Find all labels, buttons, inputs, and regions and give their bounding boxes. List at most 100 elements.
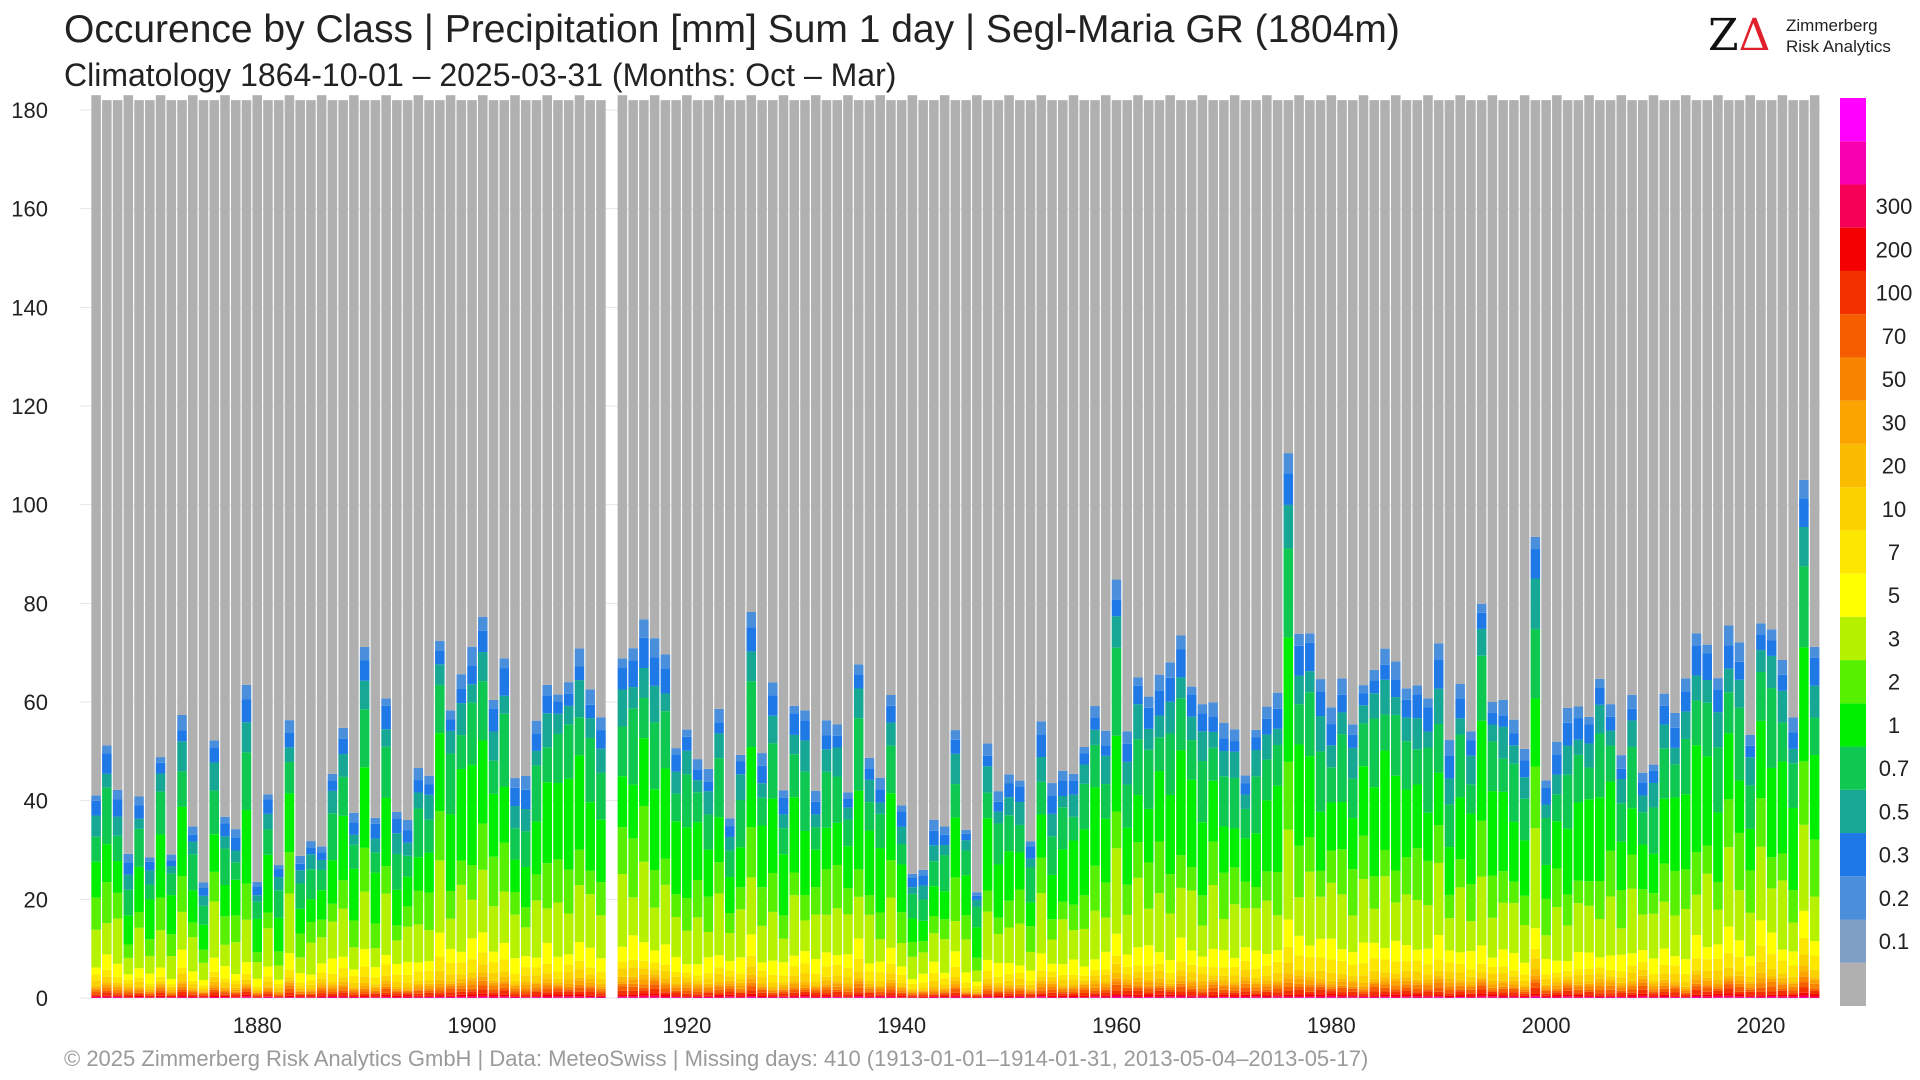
bar-segment-class-2 [1079,753,1090,765]
bar-segment-class-3 [241,722,252,753]
bar-segment-class-8 [1595,957,1605,968]
bar-segment-class-3 [166,866,177,874]
year-bar-1877 [220,95,230,998]
bar-segment-class-10 [1401,970,1412,978]
bar-segment-class-14 [1627,989,1637,993]
bar-segment-class-6 [1723,799,1734,848]
bar-segment-class-1 [1476,603,1487,613]
bar-segment-class-7 [574,885,585,943]
bar-segment-class-11 [112,985,123,987]
bar-segment-class-6 [1079,895,1090,929]
bar-segment-class-16 [413,995,424,997]
bar-segment-class-8 [1788,951,1798,966]
bar-segment-class-3 [1670,747,1680,765]
bar-segment-class-8 [1659,948,1670,965]
bar-segment-class-9 [1638,962,1648,970]
bar-segment-class-13 [875,989,885,992]
bar-segment-class-18 [1562,997,1573,998]
bar-segment-class-10 [499,971,510,977]
bar-segment-class-15 [1197,993,1208,996]
bar-segment-class-6 [649,869,660,908]
bar-segment-dry [1638,100,1648,773]
bar-segment-class-13 [1498,986,1508,989]
bar-segment-class-2 [1100,745,1111,756]
bar-segment-class-15 [1809,990,1820,995]
bar-segment-class-13 [359,988,370,992]
bar-segment-class-7 [875,939,885,962]
bar-segment-class-16 [295,996,305,998]
bar-segment-class-10 [1025,984,1036,989]
bar-segment-class-17 [467,996,477,998]
bar-segment-class-9 [843,968,853,977]
bar-segment-class-10 [478,964,488,973]
bar-segment-class-14 [660,988,671,993]
bar-segment-class-1 [1004,774,1014,784]
bar-segment-class-9 [1326,959,1337,973]
year-bar-2009 [1638,100,1648,998]
year-bar-1881 [263,100,273,998]
bar-segment-class-4 [939,855,950,892]
bar-segment-class-8 [1809,941,1820,956]
bar-segment-class-8 [1186,950,1197,965]
bar-segment-dry [359,100,370,647]
bar-segment-class-11 [1777,977,1788,983]
bar-segment-class-7 [639,861,649,943]
bar-segment-class-14 [1154,987,1165,991]
bar-segment-class-2 [1176,649,1186,678]
bar-segment-class-8 [1734,940,1745,958]
bar-segment-class-6 [1111,811,1122,849]
bar-segment-class-7 [1723,847,1734,927]
bar-segment-class-9 [1756,945,1766,962]
bar-segment-class-18 [381,997,391,998]
bar-segment-class-13 [1337,985,1347,988]
bar-segment-class-10 [1519,980,1530,986]
bar-segment-class-11 [800,981,810,986]
bar-segment-class-10 [617,968,628,977]
bar-segment-class-5 [1616,841,1627,891]
bar-segment-class-14 [1595,989,1605,994]
year-bar-2022 [1777,95,1788,998]
bar-segment-class-14 [456,988,467,992]
bar-segment-class-1 [1380,648,1390,665]
bar-segment-class-6 [896,912,907,943]
bar-segment-class-9 [1659,964,1670,974]
bar-segment-class-15 [488,992,499,995]
bar-segment-dry [1315,100,1326,680]
bar-segment-class-9 [1745,965,1755,977]
bar-segment-class-16 [1455,995,1465,997]
bar-segment-class-7 [488,906,499,952]
bar-segment-class-6 [703,896,714,932]
bar-segment-class-9 [435,956,445,971]
bar-segment-class-12 [735,985,746,989]
bar-segment-class-15 [413,993,424,996]
year-bar-1886 [316,95,327,998]
bar-segment-class-2 [1723,645,1734,669]
bar-segment-class-14 [1745,989,1755,992]
year-bar-1939 [886,100,896,998]
bar-segment-class-5 [789,797,800,873]
bar-segment-class-9 [682,972,692,978]
bar-segment-class-9 [1723,953,1734,968]
bar-segment-class-13 [1455,985,1465,990]
bar-segment-class-8 [1133,947,1143,966]
bar-segment-class-3 [1176,677,1186,699]
bar-segment-class-16 [1154,994,1165,997]
bar-segment-class-17 [929,996,939,998]
bar-segment-class-10 [1605,976,1616,980]
bar-segment-dry [1487,95,1498,703]
legend-label: 70 [1882,324,1906,349]
bar-segment-class-15 [155,992,166,996]
bar-segment-class-4 [435,684,445,734]
bar-segment-class-15 [1659,992,1670,995]
bar-segment-class-4 [1498,758,1508,792]
bar-segment-class-15 [1756,991,1766,996]
bar-segment-dry [1229,95,1240,730]
bar-segment-class-18 [1143,997,1154,998]
bar-segment-dry [1476,100,1487,604]
bar-segment-class-2 [478,630,488,653]
bar-segment-class-2 [757,765,767,784]
bar-segment-class-18 [1788,997,1798,998]
bar-segment-class-11 [907,990,918,993]
bar-segment-class-7 [1122,914,1132,955]
bar-segment-class-10 [370,984,381,987]
